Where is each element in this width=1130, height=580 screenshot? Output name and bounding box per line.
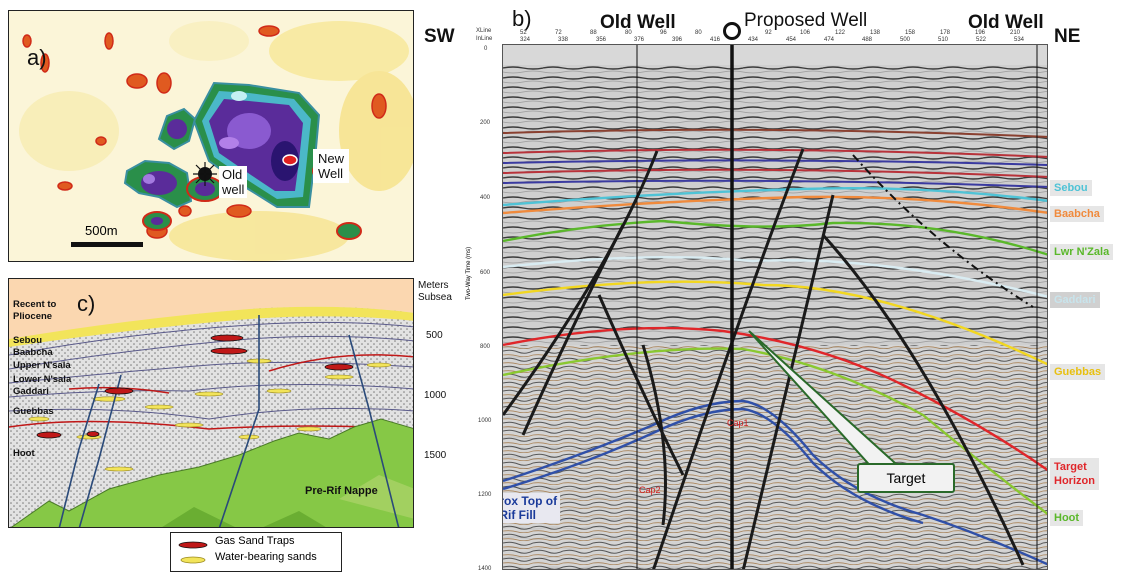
depth-tick-1500: 1500	[424, 450, 447, 461]
horizon-label-lwr-nzala: Lwr N'Zala	[1050, 244, 1114, 260]
old-well-label: Old well	[219, 166, 248, 198]
formation-upper-nsala: Upper N'sala	[13, 360, 71, 371]
amplitude-map-panel: a) Old well New Well 500m	[8, 10, 414, 262]
xline-tick: 80	[625, 30, 632, 36]
y-tick-1400: 1400	[478, 566, 492, 572]
inline-tick: 534	[1014, 37, 1025, 43]
depth-tick-500: 500	[426, 330, 443, 341]
inline-axis-label: InLine	[476, 36, 493, 42]
horizon-label-guebbas: Guebbas	[1050, 364, 1106, 380]
inline-tick: 324	[520, 37, 531, 43]
xline-tick: 80	[695, 30, 702, 36]
old-well-right-label: Old Well	[968, 12, 1044, 33]
xline-tick: 106	[800, 30, 811, 36]
xline-tick: 138	[870, 30, 881, 36]
inline-tick: 474	[824, 37, 835, 43]
formation-recent-pliocene: Recent to Pliocene	[13, 299, 57, 322]
y-tick-1200: 1200	[478, 492, 492, 498]
formation-guebbas: Guebbas	[13, 406, 54, 417]
y-tick-800: 800	[480, 344, 491, 350]
inline-ticks: 324 338 356 376 396 416 434 454 474 488 …	[520, 37, 1050, 45]
inline-tick: 396	[672, 37, 683, 43]
new-well-symbol	[282, 154, 298, 166]
xline-tick: 52	[520, 30, 527, 36]
horizon-label-gaddari: Gaddari	[1050, 292, 1100, 308]
horizon-label-hoot: Hoot	[1050, 510, 1084, 526]
panel-c-label: c)	[77, 291, 96, 316]
legend: Gas Sand Traps Water-bearing sands	[170, 532, 342, 572]
y-tick-200: 200	[480, 120, 491, 126]
xline-tick: 88	[590, 30, 597, 36]
xline-tick: 178	[940, 30, 951, 36]
scale-label: 500m	[85, 223, 118, 238]
inline-tick: 356	[596, 37, 607, 43]
formation-baabcha: Baabcha	[13, 347, 53, 358]
horizon-label-sebou: Sebou	[1050, 180, 1092, 196]
horizon-label-target: Target Horizon	[1050, 458, 1099, 490]
xline-tick: 210	[1010, 30, 1021, 36]
amplitude-map	[19, 21, 413, 261]
y-tick-1000: 1000	[478, 418, 492, 424]
y-axis-title: Two-Way Time (ms)	[466, 246, 472, 300]
formation-lower-nsala: Lower N'sala	[13, 374, 72, 385]
old-well-symbol	[193, 162, 217, 186]
cross-section	[9, 279, 413, 527]
formation-sebou: Sebou	[13, 335, 43, 346]
depth-tick-1000: 1000	[424, 390, 447, 401]
xline-tick: 158	[905, 30, 916, 36]
scale-bar	[71, 242, 143, 247]
proposed-well-label: Proposed Well	[744, 10, 868, 31]
inline-tick: 510	[938, 37, 949, 43]
sw-label: SW	[424, 26, 455, 47]
y-tick-0: 0	[484, 46, 488, 52]
y-tick-600: 600	[480, 270, 491, 276]
formation-pre-rif-nappe: Pre-Rif Nappe	[305, 485, 378, 497]
depth-axis-title: Meters Subsea	[418, 280, 452, 303]
proposed-well-head-icon	[723, 22, 741, 40]
xline-tick: 72	[555, 30, 562, 36]
legend-symbols	[178, 541, 208, 564]
xline-axis-label: XLine	[476, 28, 492, 34]
cross-section-panel: c) Recent to Pliocene Sebou Baabcha Uppe…	[8, 278, 414, 528]
inline-tick: 376	[634, 37, 645, 43]
seismic-section	[503, 45, 1047, 569]
cap-label-2: Cap2	[639, 485, 661, 495]
inline-tick: 454	[786, 37, 797, 43]
new-well-label: New Well	[313, 149, 350, 183]
legend-gas-label: Gas Sand Traps	[215, 535, 295, 547]
old-well-left-label: Old Well	[600, 12, 676, 33]
legend-water-label: Water-bearing sands	[215, 551, 317, 563]
y-tick-400: 400	[480, 195, 491, 201]
inline-tick: 500	[900, 37, 911, 43]
formation-gaddari: Gaddari	[13, 386, 49, 397]
xline-tick: 96	[660, 30, 667, 36]
inline-tick: 434	[748, 37, 759, 43]
seismic-section-panel: Cap1 Cap2 Target Approx Top of Pre-Rif F…	[502, 44, 1048, 570]
panel-a-label: a)	[27, 45, 47, 70]
formation-hoot: Hoot	[13, 448, 35, 459]
xline-tick: 92	[765, 30, 772, 36]
xline-tick: 122	[835, 30, 846, 36]
inline-tick: 488	[862, 37, 873, 43]
inline-tick: 522	[976, 37, 987, 43]
inline-tick: 416	[710, 37, 721, 43]
horizon-label-baabcha: Baabcha	[1050, 206, 1104, 222]
cap-label: Cap1	[727, 418, 749, 428]
prerif-fill-label: Approx Top of Pre-Rif Fill	[503, 493, 561, 523]
xline-tick: 196	[975, 30, 986, 36]
ne-label: NE	[1054, 26, 1081, 47]
inline-tick: 338	[558, 37, 569, 43]
target-callout: Target	[857, 463, 955, 493]
panel-b-label: b)	[512, 6, 532, 31]
